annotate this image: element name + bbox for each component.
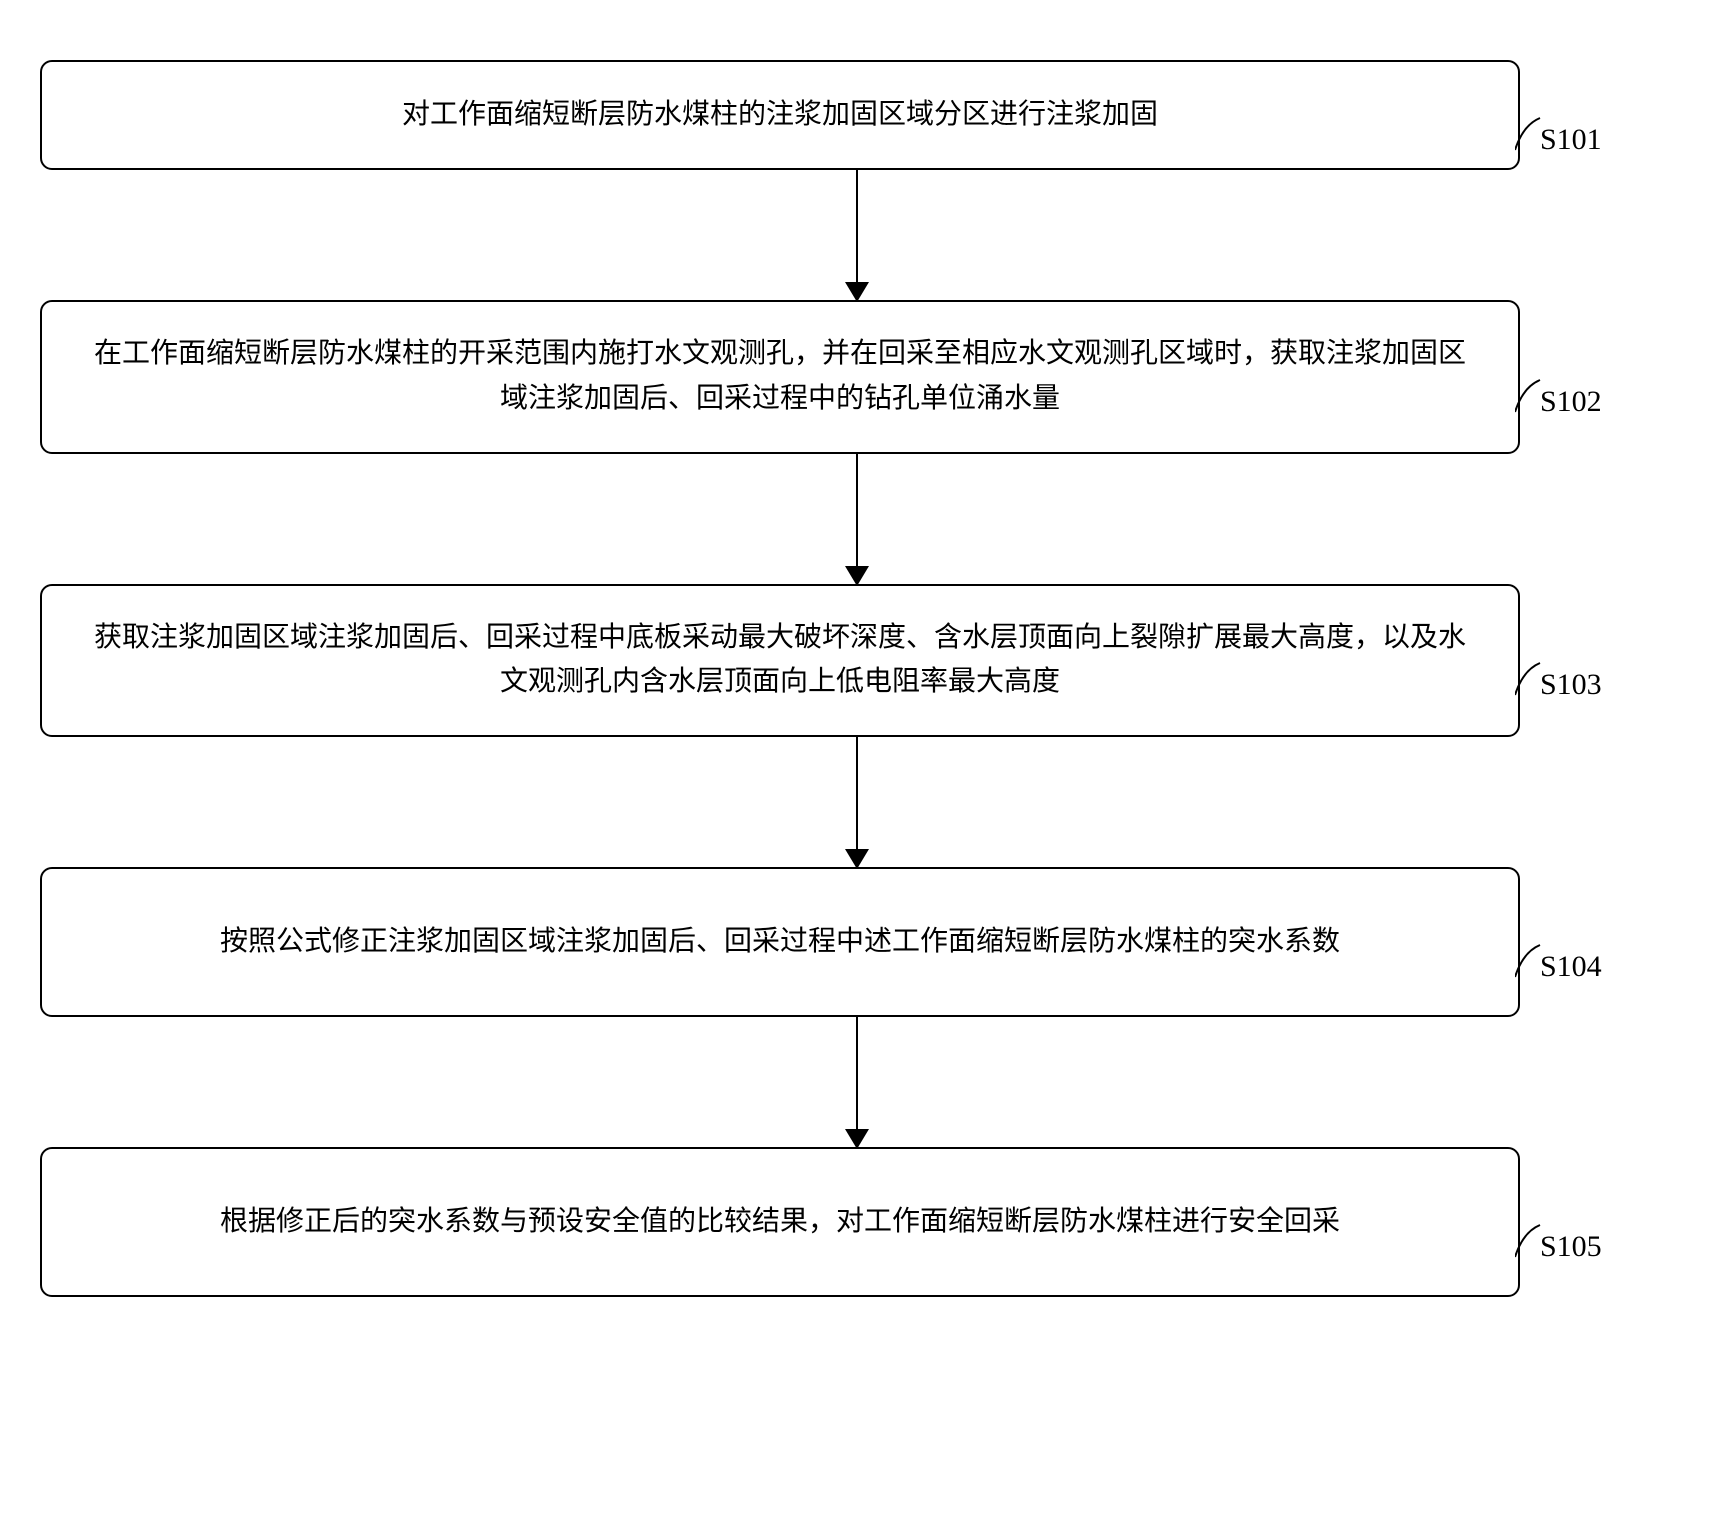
arrow-down-icon xyxy=(856,1017,858,1147)
flowchart-container: 对工作面缩短断层防水煤柱的注浆加固区域分区进行注浆加固 S101 在工作面缩短断… xyxy=(40,60,1674,1297)
step-box-s101: 对工作面缩短断层防水煤柱的注浆加固区域分区进行注浆加固 xyxy=(40,60,1520,170)
step-row-4: 按照公式修正注浆加固区域注浆加固后、回采过程中述工作面缩短断层防水煤柱的突水系数… xyxy=(40,867,1674,1017)
step-label: S105 xyxy=(1540,1230,1602,1264)
arrow-4-5 xyxy=(117,1017,1597,1147)
arrow-1-2 xyxy=(117,170,1597,300)
step-row-2: 在工作面缩短断层防水煤柱的开采范围内施打水文观测孔，并在回采至相应水文观测孔区域… xyxy=(40,300,1674,454)
step-box-s103: 获取注浆加固区域注浆加固后、回采过程中底板采动最大破坏深度、含水层顶面向上裂隙扩… xyxy=(40,584,1520,738)
step-text: 在工作面缩短断层防水煤柱的开采范围内施打水文观测孔，并在回采至相应水文观测孔区域… xyxy=(82,332,1478,422)
step-text: 按照公式修正注浆加固区域注浆加固后、回采过程中述工作面缩短断层防水煤柱的突水系数 xyxy=(220,920,1340,965)
step-text: 获取注浆加固区域注浆加固后、回采过程中底板采动最大破坏深度、含水层顶面向上裂隙扩… xyxy=(82,616,1478,706)
step-row-1: 对工作面缩短断层防水煤柱的注浆加固区域分区进行注浆加固 S101 xyxy=(40,60,1674,170)
step-box-s105: 根据修正后的突水系数与预设安全值的比较结果，对工作面缩短断层防水煤柱进行安全回采 xyxy=(40,1147,1520,1297)
step-box-s102: 在工作面缩短断层防水煤柱的开采范围内施打水文观测孔，并在回采至相应水文观测孔区域… xyxy=(40,300,1520,454)
step-row-5: 根据修正后的突水系数与预设安全值的比较结果，对工作面缩短断层防水煤柱进行安全回采… xyxy=(40,1147,1674,1297)
step-label: S104 xyxy=(1540,950,1602,984)
arrow-3-4 xyxy=(117,737,1597,867)
step-box-s104: 按照公式修正注浆加固区域注浆加固后、回采过程中述工作面缩短断层防水煤柱的突水系数 xyxy=(40,867,1520,1017)
arrow-down-icon xyxy=(856,737,858,867)
step-label: S102 xyxy=(1540,385,1602,419)
step-text: 对工作面缩短断层防水煤柱的注浆加固区域分区进行注浆加固 xyxy=(402,93,1158,138)
arrow-down-icon xyxy=(856,170,858,300)
step-label: S101 xyxy=(1540,123,1602,157)
arrow-2-3 xyxy=(117,454,1597,584)
step-row-3: 获取注浆加固区域注浆加固后、回采过程中底板采动最大破坏深度、含水层顶面向上裂隙扩… xyxy=(40,584,1674,738)
step-text: 根据修正后的突水系数与预设安全值的比较结果，对工作面缩短断层防水煤柱进行安全回采 xyxy=(220,1200,1340,1245)
step-label: S103 xyxy=(1540,668,1602,702)
arrow-down-icon xyxy=(856,454,858,584)
